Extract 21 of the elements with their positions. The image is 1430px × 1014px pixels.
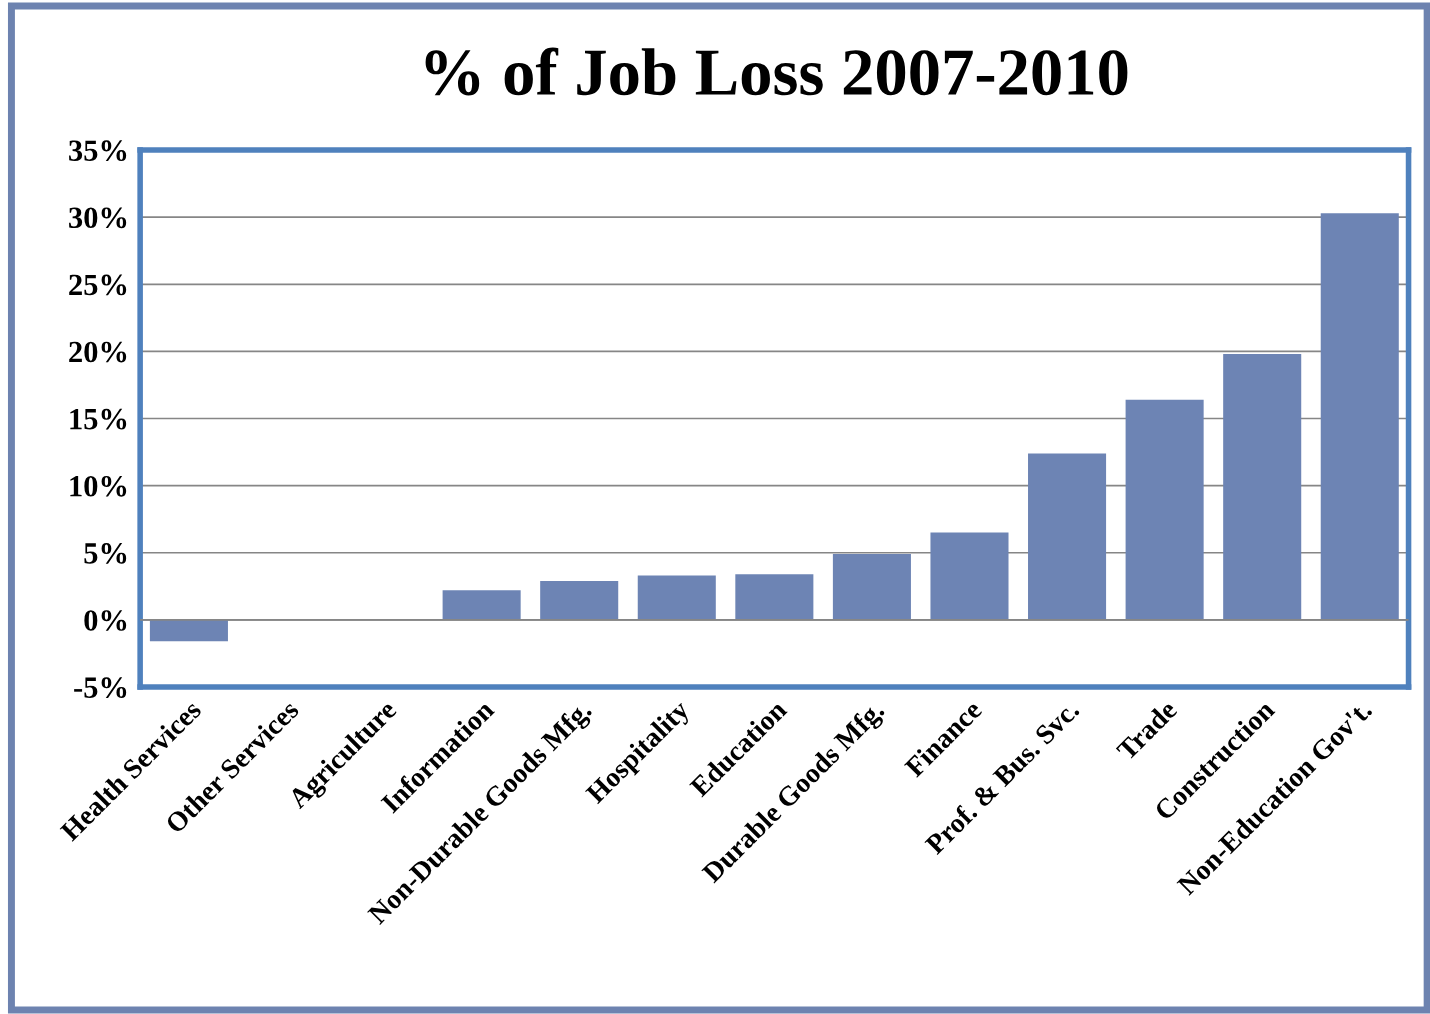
y-tick-label: 0% (84, 610, 127, 631)
bar (149, 619, 228, 642)
bar (930, 532, 1009, 620)
bar (735, 574, 814, 620)
bar (832, 554, 911, 620)
y-tick-label: 30% (69, 207, 127, 229)
y-tick-label: 5% (84, 543, 127, 564)
bar (637, 575, 716, 620)
y-tick-label: 35% (69, 140, 127, 162)
y-tick-label: -5% (74, 677, 127, 698)
bar (1320, 213, 1399, 620)
y-tick-label: 10% (70, 475, 127, 497)
bar (442, 590, 521, 620)
y-tick-label: 15% (70, 408, 127, 430)
bar (1125, 399, 1204, 620)
bar (1223, 354, 1302, 620)
y-tick-label: 20% (69, 341, 127, 363)
bar (1028, 453, 1107, 620)
y-tick-label: 25% (69, 274, 127, 296)
chart-title: % of Job Loss 2007-2010 (425, 47, 1128, 96)
bar (540, 580, 619, 620)
